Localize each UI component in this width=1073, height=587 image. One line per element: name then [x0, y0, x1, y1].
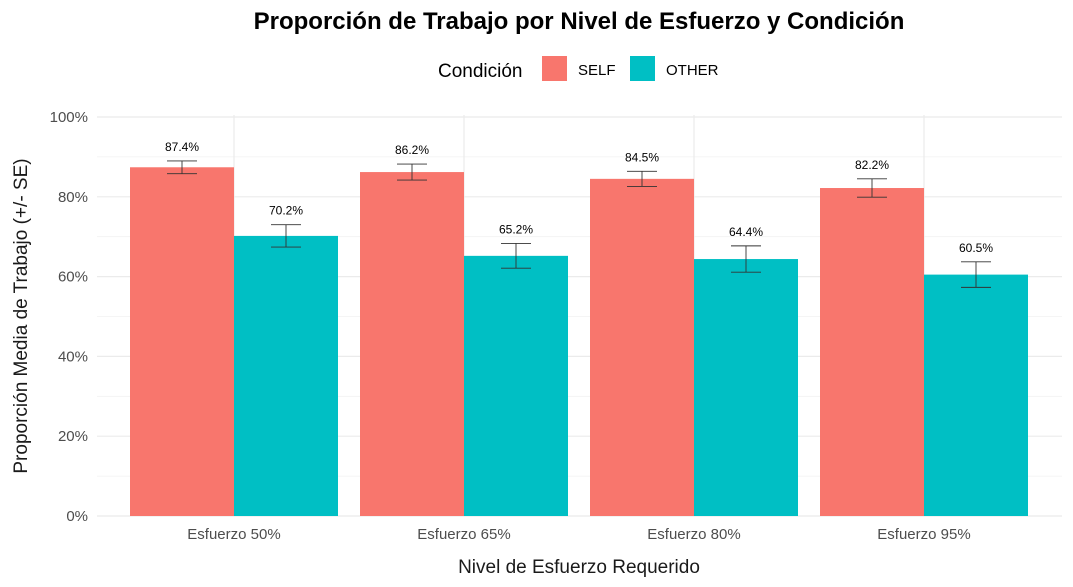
x-tick-label: Esfuerzo 65% [417, 526, 510, 543]
bar-self-3 [590, 178, 694, 516]
data-label: 87.4% [165, 140, 199, 154]
y-tick-label: 60% [58, 269, 88, 286]
legend: Condición SELF OTHER [438, 56, 719, 82]
error-bars [167, 160, 991, 288]
data-label: 82.2% [855, 158, 889, 172]
data-label: 84.5% [625, 150, 659, 164]
bar-other-3 [694, 259, 798, 516]
x-tick-label: Esfuerzo 95% [877, 526, 970, 543]
bar-other-4 [924, 274, 1028, 516]
bar-other-1 [234, 235, 338, 517]
y-tick-label: 20% [58, 428, 88, 445]
y-axis-ticks: 0% 20% 40% 60% 80% 100% [50, 109, 88, 525]
bar-self-2 [360, 172, 464, 516]
legend-swatch-self [542, 56, 567, 81]
x-tick-label: Esfuerzo 80% [647, 526, 740, 543]
legend-label-self: SELF [578, 62, 616, 79]
bar-self-4 [820, 188, 924, 516]
data-label: 65.2% [499, 222, 533, 236]
data-labels: 87.4% 86.2% 84.5% 82.2% 70.2% 65.2% 64.4% 60.5% [165, 140, 993, 255]
legend-swatch-other [630, 56, 655, 81]
legend-label-other: OTHER [666, 62, 719, 79]
y-tick-label: 100% [50, 109, 88, 126]
data-label: 60.5% [959, 241, 993, 255]
y-tick-label: 0% [66, 508, 88, 525]
data-label: 86.2% [395, 143, 429, 157]
bar-other-2 [464, 255, 568, 517]
y-tick-label: 80% [58, 189, 88, 206]
data-label: 70.2% [269, 204, 303, 218]
x-tick-label: Esfuerzo 50% [187, 526, 280, 543]
bars [130, 167, 1028, 517]
x-axis-title: Nivel de Esfuerzo Requerido [458, 557, 700, 578]
chart-title: Proporción de Trabajo por Nivel de Esfue… [254, 8, 905, 35]
y-axis-title: Proporción Media de Trabajo (+/- SE) [11, 158, 32, 473]
data-label: 64.4% [729, 225, 763, 239]
bar-self-1 [130, 167, 234, 517]
legend-title: Condición [438, 61, 523, 82]
y-tick-label: 40% [58, 348, 88, 365]
x-axis-ticks: Esfuerzo 50% Esfuerzo 65% Esfuerzo 80% Esfu… [187, 526, 970, 543]
